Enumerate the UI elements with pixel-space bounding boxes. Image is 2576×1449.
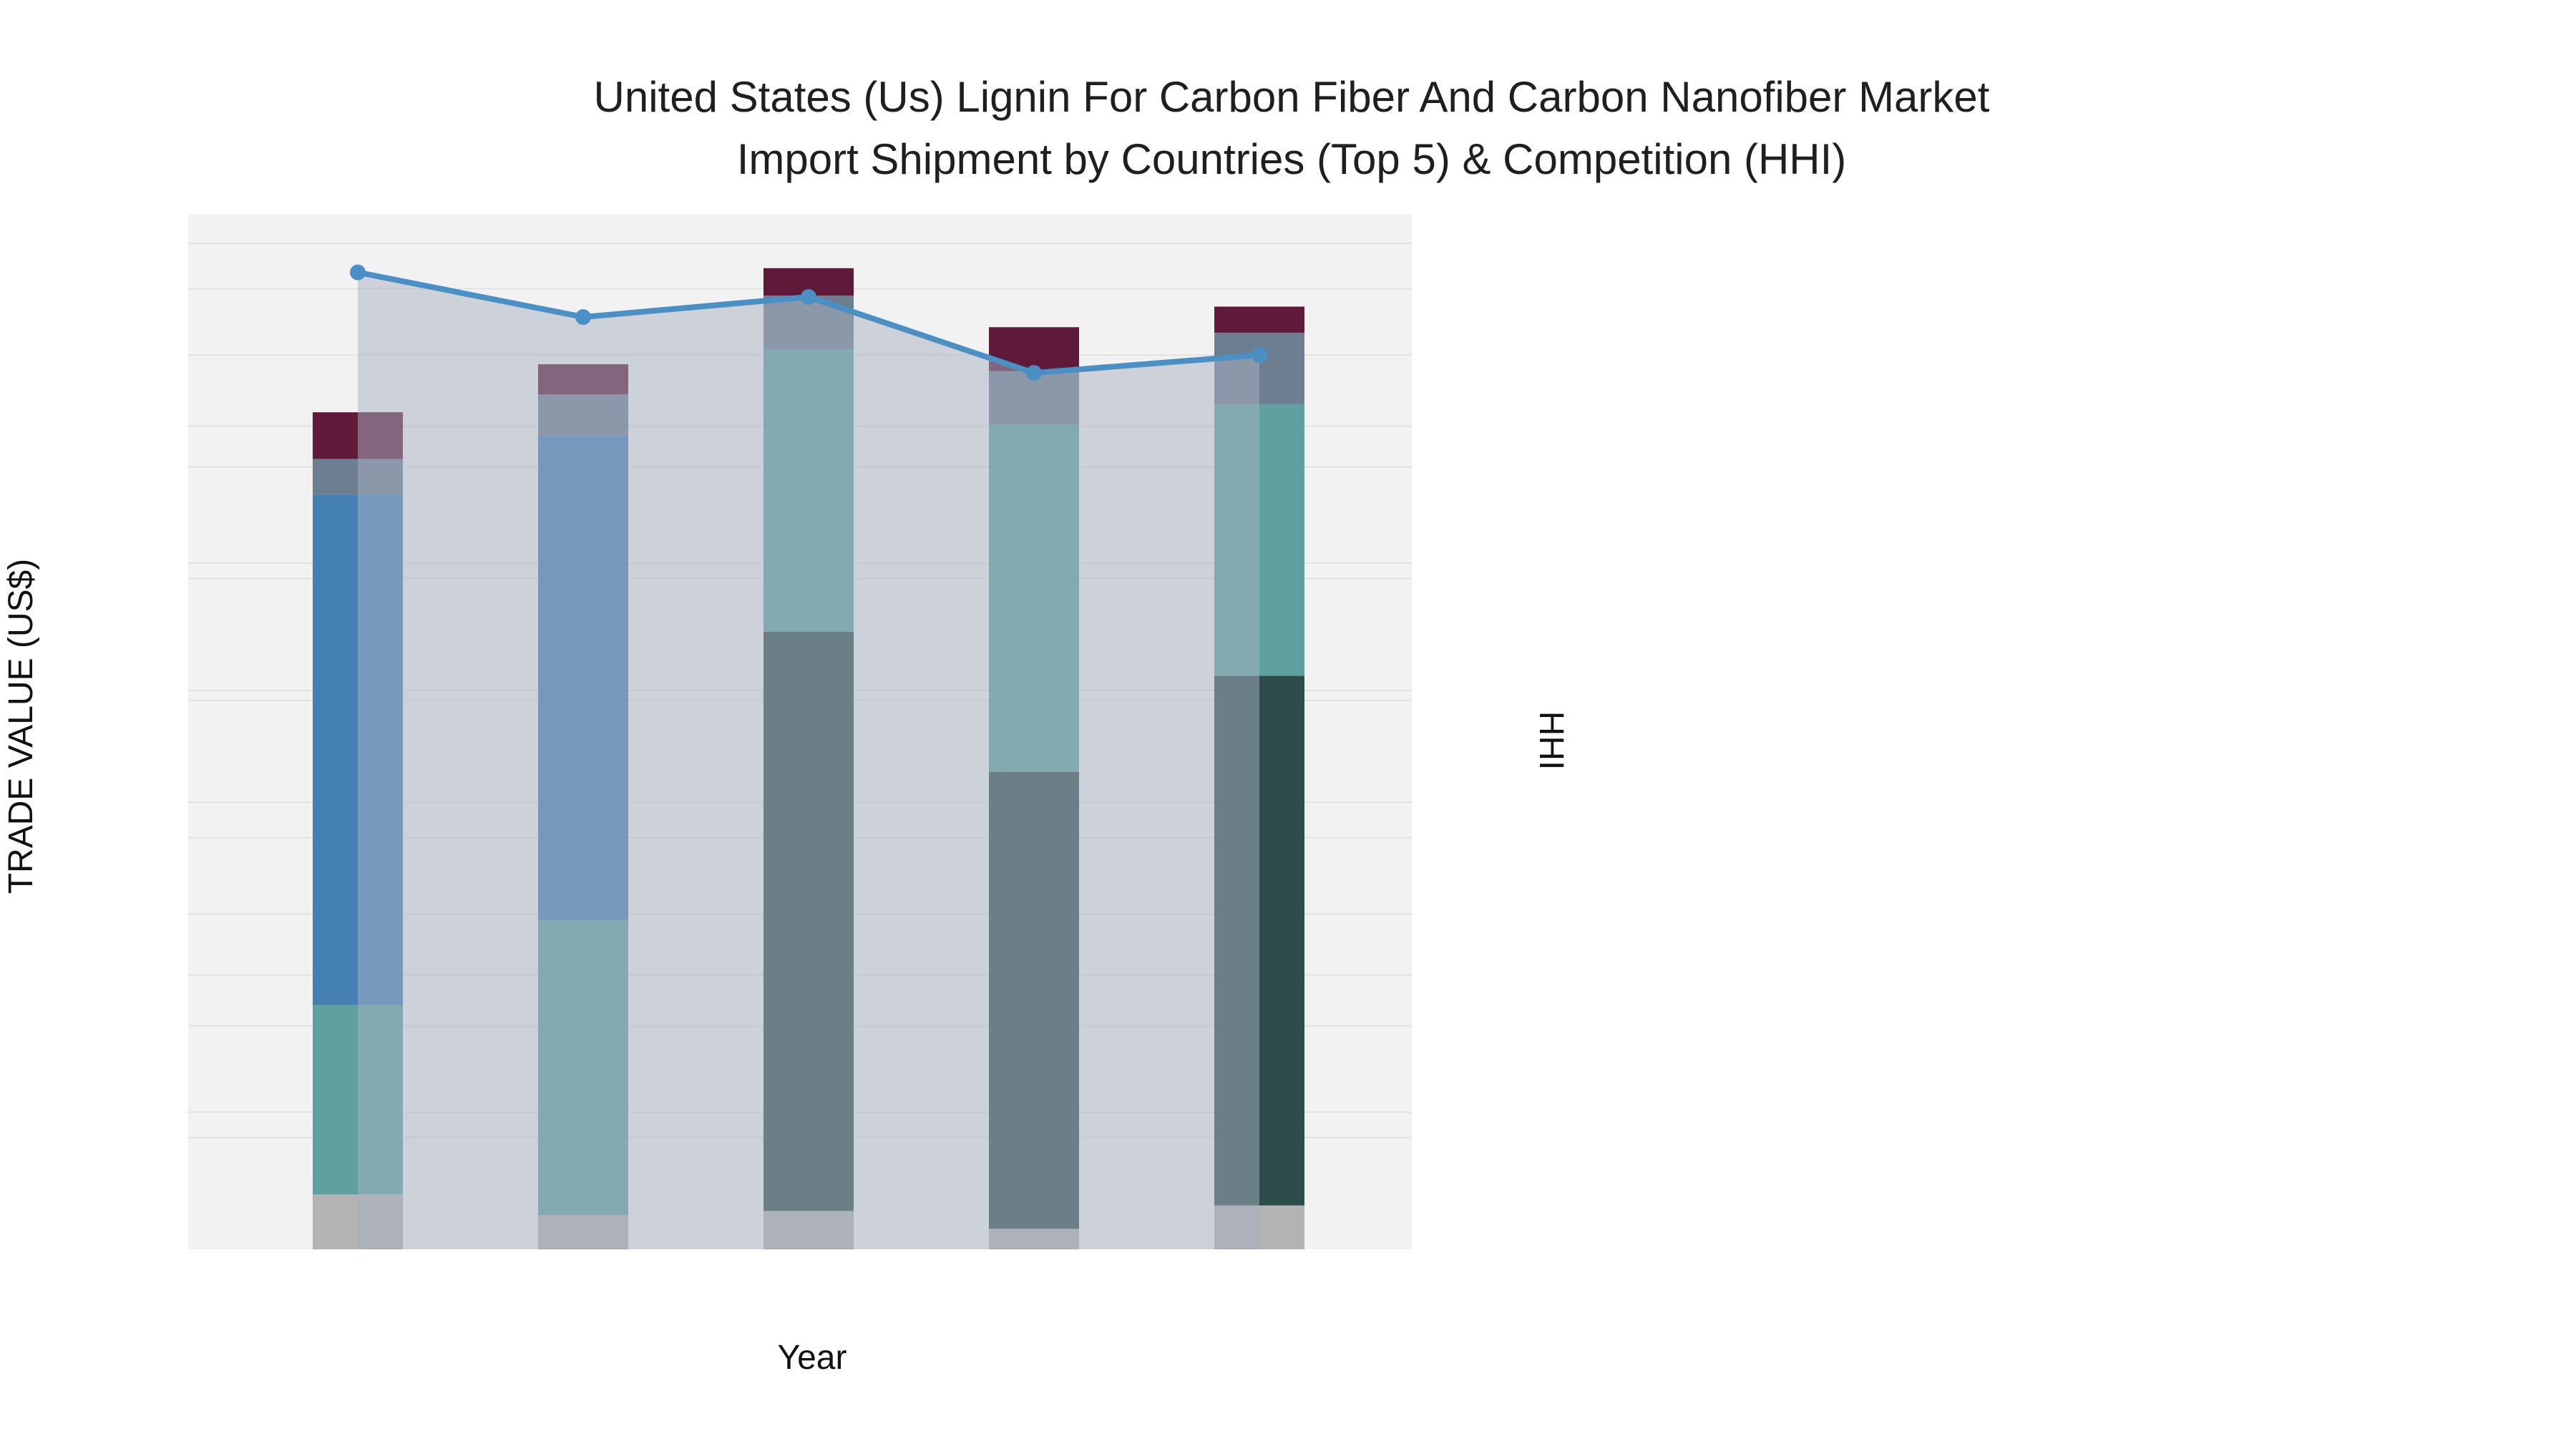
x-axis-title: Year	[778, 1339, 847, 1377]
bar-segment-germany-2024[interactable]	[1214, 306, 1304, 333]
hhi-marker-2022[interactable]	[801, 288, 816, 305]
y-left-axis-title: TRADE VALUE (US$)	[2, 559, 40, 894]
chart-title-line1: United States (Us) Lignin For Carbon Fib…	[594, 73, 1990, 121]
hhi-marker-2021[interactable]	[575, 309, 591, 326]
hhi-marker-2020[interactable]	[350, 264, 366, 280]
hhi-marker-2023[interactable]	[1026, 365, 1042, 381]
plot-area-group	[188, 215, 1412, 1249]
hhi-area-fill	[358, 272, 1259, 1249]
hhi-marker-2024[interactable]	[1252, 347, 1267, 364]
chart-title-line2: Import Shipment by Countries (Top 5) & C…	[737, 135, 1847, 183]
y-right-axis-title: HHI	[1532, 711, 1570, 771]
